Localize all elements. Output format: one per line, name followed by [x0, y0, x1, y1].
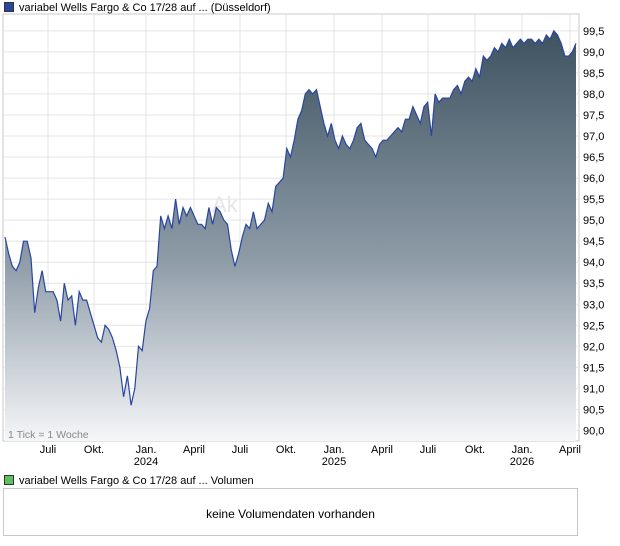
y-tick-label: 96,5	[583, 152, 604, 164]
x-tick-label: April	[371, 444, 393, 456]
y-tick-label: 99,0	[583, 47, 604, 59]
y-tick-label: 90,5	[583, 404, 604, 416]
x-tick-label: Juli	[420, 444, 437, 456]
y-axis-labels: 90,0 90,5 91,0 91,5 92,0 92,5 93,0 93,5 94,0 94,5…	[583, 26, 604, 438]
y-tick-label: 96,0	[583, 173, 604, 185]
x-tick-label: Okt.	[465, 444, 485, 456]
x-tick-label: Juli	[40, 444, 57, 456]
x-tick-label: Jan.	[136, 444, 157, 456]
volume-panel: keine Volumendaten vorhanden	[3, 488, 578, 536]
price-legend-swatch	[4, 2, 14, 12]
volume-legend: variabel Wells Fargo & Co 17/28 auf ... …	[4, 475, 254, 487]
volume-legend-swatch	[4, 475, 14, 485]
y-tick-label: 93,0	[583, 299, 604, 311]
x-tick-label: Okt.	[276, 444, 296, 456]
x-tick-label: Jan.	[324, 444, 345, 456]
y-tick-label: 99,5	[583, 26, 604, 38]
y-tick-label: 92,5	[583, 320, 604, 332]
volume-legend-label: variabel Wells Fargo & Co 17/28 auf ... …	[19, 475, 254, 487]
x-tick-label: Juli	[232, 444, 249, 456]
y-tick-label: 98,0	[583, 89, 604, 101]
tick-interval-note: 1 Tick = 1 Woche	[8, 429, 89, 441]
no-volume-message: keine Volumendaten vorhanden	[206, 507, 375, 521]
y-tick-label: 95,5	[583, 194, 604, 206]
price-legend: variabel Wells Fargo & Co 17/28 auf ... …	[4, 2, 271, 14]
y-tick-label: 94,0	[583, 257, 604, 269]
x-tick-label: April	[559, 444, 581, 456]
y-tick-label: 97,0	[583, 131, 604, 143]
y-tick-label: 98,5	[583, 68, 604, 80]
price-chart: Ak 90,090,591,091,592,092,593,093,594,09…	[2, 13, 604, 468]
series-area	[5, 30, 576, 442]
price-legend-label: variabel Wells Fargo & Co 17/28 auf ... …	[19, 2, 271, 14]
x-tick-label: Jan.	[512, 444, 533, 456]
y-tick-label: 91,5	[583, 362, 604, 374]
y-tick-label: 91,0	[583, 383, 604, 395]
series-line	[4, 29, 577, 406]
x-tick-label: Okt.	[84, 444, 104, 456]
x-year-label: 2024	[134, 456, 158, 468]
y-tick-label: 95,0	[583, 215, 604, 227]
x-year-label: 2026	[510, 456, 534, 468]
x-tick-label: April	[183, 444, 205, 456]
y-tick-label: 97,5	[583, 110, 604, 122]
y-tick-label: 94,5	[583, 236, 604, 248]
y-tick-label: 92,0	[583, 341, 604, 353]
x-year-label: 2025	[322, 456, 346, 468]
y-tick-label: 90,0	[583, 425, 604, 437]
y-tick-label: 93,5	[583, 278, 604, 290]
